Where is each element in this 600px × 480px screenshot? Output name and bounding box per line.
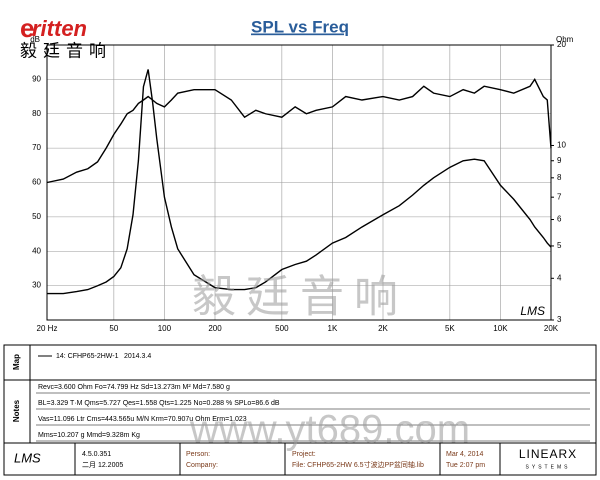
x-tick-label: 500 bbox=[275, 324, 289, 333]
y2-tick-label: 6 bbox=[557, 215, 562, 224]
y2-tick-label: 3 bbox=[557, 315, 562, 324]
footer-build: 二月 12.2005 bbox=[82, 461, 123, 469]
watermark: 毅廷音响 bbox=[192, 273, 408, 322]
y-tick-label: 40 bbox=[32, 246, 41, 255]
x-tick-label: 20 Hz bbox=[37, 324, 58, 333]
y-tick-label: 60 bbox=[32, 178, 41, 187]
x-tick-label: 1K bbox=[328, 324, 338, 333]
x-tick-label: 10K bbox=[493, 324, 508, 333]
y2-tick-label: 10 bbox=[557, 141, 566, 150]
note-line: Mms=10.207 g Mmd=9.328m Kg bbox=[38, 432, 140, 439]
logo-chinese: 毅廷音响 bbox=[20, 41, 112, 60]
footer-version: 4.5.0.351 bbox=[82, 451, 111, 458]
note-line: Revc=3.600 Ohm Fo=74.799 Hz Sd=13.273m M… bbox=[38, 384, 230, 391]
footer-date: Mar 4, 2014 bbox=[446, 451, 483, 458]
chart-title: SPL vs Freq bbox=[251, 17, 349, 36]
footer-maker: LINEARX bbox=[519, 447, 577, 461]
plot-area: 20 Hz 50 100 200 500 1K 2K 5K 10K 20K 30 40 50 60 70 80… bbox=[32, 40, 566, 333]
note-line: BL=3.329 T·M Qms=5.727 Qes=1.558 Qts=1.2… bbox=[38, 400, 280, 407]
footer-person: Person: bbox=[186, 451, 210, 458]
x-tick-label: 100 bbox=[158, 324, 172, 333]
y2-tick-label: 5 bbox=[557, 241, 562, 250]
note-line: Vas=11.096 Ltr Cms=443.565u M/N Krm=70.9… bbox=[38, 416, 247, 423]
data-line bbox=[46, 78, 552, 184]
data-line bbox=[47, 69, 552, 295]
y-axis-label: dB bbox=[30, 35, 40, 44]
y2-tick-label: 9 bbox=[557, 156, 562, 165]
notes: Revc=3.600 Ohm Fo=74.799 Hz Sd=13.273m M… bbox=[36, 384, 590, 442]
logo-e: e bbox=[20, 13, 34, 43]
y-tick-label: 90 bbox=[32, 74, 41, 83]
x-tick-label: 5K bbox=[445, 324, 455, 333]
y2-tick-label: 8 bbox=[557, 173, 562, 182]
footer-company: Company: bbox=[186, 462, 218, 469]
legend-entry: 14: CFHP65-2HW-1 bbox=[56, 353, 119, 360]
y2-axis-label: Ohm bbox=[556, 35, 574, 44]
y-tick-label: 70 bbox=[32, 143, 41, 152]
section-label: Map bbox=[12, 354, 21, 370]
footer-time: Tue 2:07 pm bbox=[446, 462, 485, 469]
y-tick-label: 80 bbox=[32, 109, 41, 118]
footer-maker-sub: SYSTEMS bbox=[526, 464, 571, 470]
y-tick-label: 50 bbox=[32, 212, 41, 221]
section-label: Notes bbox=[12, 399, 21, 422]
footer-app: LMS bbox=[14, 450, 41, 465]
footer-project: Project: bbox=[292, 451, 316, 458]
x-tick-label: 2K bbox=[378, 324, 388, 333]
y2-tick-label: 7 bbox=[557, 192, 562, 201]
y2-tick-label: 4 bbox=[557, 273, 562, 282]
y-tick-label: 30 bbox=[32, 281, 41, 290]
logo-brand: ritten bbox=[32, 16, 87, 41]
x-tick-label: 50 bbox=[109, 324, 118, 333]
watermark: www.yt689.com bbox=[189, 408, 470, 452]
panels-frame bbox=[3, 344, 597, 476]
y2-tick-label: 20 bbox=[557, 40, 566, 49]
legend-date: 2014.3.4 bbox=[124, 353, 151, 360]
x-tick-label: 200 bbox=[208, 324, 222, 333]
x-tick-label: 20K bbox=[544, 324, 559, 333]
plot-annotation: LMS bbox=[520, 304, 545, 318]
footer-file: File: CFHP65-2HW 6.5寸波边PP盆同轴.lib bbox=[292, 460, 424, 469]
